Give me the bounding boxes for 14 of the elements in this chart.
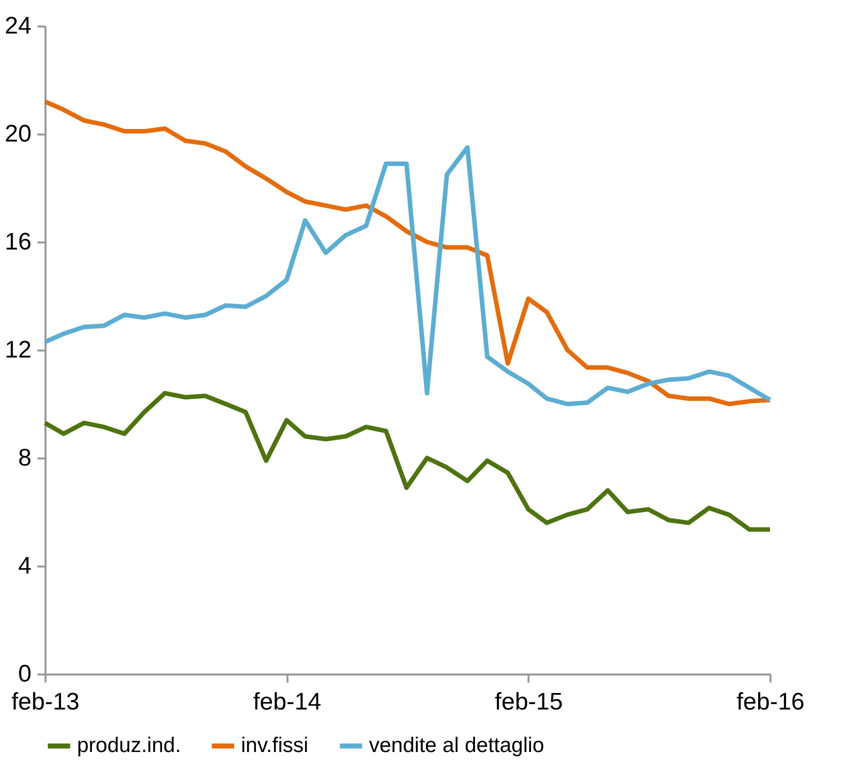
y-tick-label: 24 xyxy=(4,12,32,40)
legend-label: inv.fissi xyxy=(241,734,308,757)
y-tick-label: 20 xyxy=(4,120,32,148)
legend-label: vendite al dettaglio xyxy=(369,734,544,757)
y-tick-label: 0 xyxy=(18,660,32,688)
y-tick-label: 4 xyxy=(18,552,32,580)
x-tick-label: feb-13 xyxy=(11,688,80,716)
y-tick-label: 12 xyxy=(4,336,32,364)
x-tick-label: feb-16 xyxy=(736,688,805,716)
x-tick-label: feb-14 xyxy=(253,688,322,716)
legend-label: produz.ind. xyxy=(77,734,181,757)
y-tick-label: 8 xyxy=(18,444,32,472)
x-tick-label: feb-15 xyxy=(494,688,563,716)
y-tick-label: 16 xyxy=(4,228,32,256)
